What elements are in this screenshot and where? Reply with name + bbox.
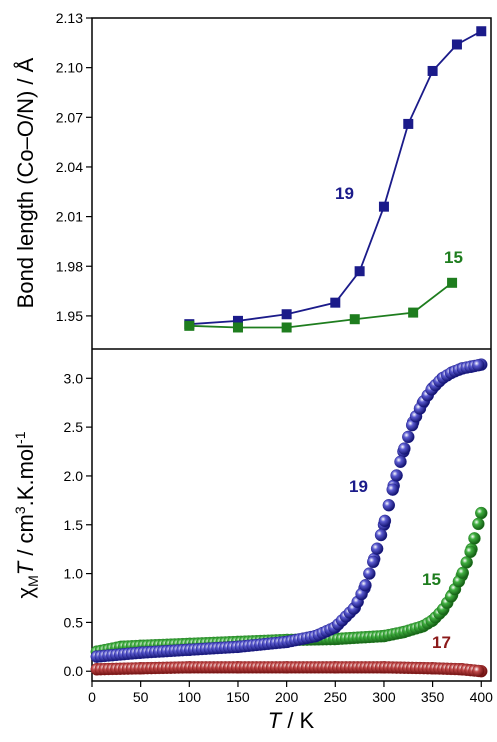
- top-y-tick-label-1: 1.98: [56, 258, 83, 274]
- x-tick-label-0: 0: [88, 689, 96, 705]
- x-tick-label-5: 250: [324, 689, 348, 705]
- ylabel-supneg: -1: [12, 431, 28, 444]
- top-point-19-4: [354, 266, 365, 277]
- bottom-series-17: [90, 661, 488, 678]
- top-series: [184, 26, 487, 333]
- ylabel-mid: / cm: [13, 514, 38, 562]
- bottom-marker-15: [460, 556, 473, 569]
- x-tick-label-4: 200: [275, 689, 299, 705]
- top-point-15-5: [447, 277, 458, 288]
- top-point-15-4: [408, 307, 419, 318]
- bottom-marker-19: [386, 483, 399, 496]
- top-axes: 1.95 1.98 2.01 2.04 2.07 2.10 2.13: [56, 10, 92, 324]
- ylabel-rest: .K.mol: [13, 444, 38, 506]
- bottom-y-tick-label-5: 2.5: [64, 419, 84, 435]
- bottom-marker-19: [378, 514, 392, 528]
- bottom-y-tick-label-3: 1.5: [64, 517, 84, 533]
- bottom-series-label-17: 17: [432, 633, 451, 652]
- ylabel-chi: χ: [13, 586, 38, 598]
- top-point-19-1: [232, 315, 243, 326]
- bottom-marker-19: [394, 455, 407, 468]
- top-y-tick-label-5: 2.10: [56, 60, 83, 76]
- top-point-15-2: [281, 322, 292, 333]
- x-tick-label-1: 50: [133, 689, 149, 705]
- top-y-tick-label-4: 2.07: [56, 109, 83, 125]
- bottom-marker-19: [402, 430, 415, 444]
- xlabel-unit: / K: [281, 708, 314, 733]
- bottom-y-tick-label-0: 0.0: [64, 663, 84, 679]
- bottom-marker-15: [456, 566, 469, 580]
- top-series-label-19: 19: [335, 184, 354, 203]
- bottom-series-19: [90, 358, 488, 663]
- bottom-series: [90, 358, 488, 678]
- bottom-marker-19: [472, 359, 485, 372]
- bottom-y-axis-label: χMT / cm3.K.mol-1: [12, 431, 41, 598]
- top-point-19-5: [378, 201, 389, 212]
- top-y-axis-label: Bond length (Co–O/N) / Å: [13, 57, 38, 308]
- top-point-19-6: [403, 118, 414, 129]
- top-point-15-0: [184, 320, 195, 331]
- ylabel-sub: M: [25, 575, 41, 587]
- bottom-marker-15: [468, 532, 481, 545]
- bottom-marker-17: [472, 664, 485, 678]
- x-tick-label-2: 100: [178, 689, 202, 705]
- top-series-label-15: 15: [444, 248, 463, 267]
- x-tick-label-3: 150: [226, 689, 250, 705]
- bottom-point-15-15: [475, 506, 488, 520]
- bottom-y-tick-label-1: 0.5: [64, 614, 84, 630]
- top-y-tick-label-3: 2.04: [56, 159, 83, 175]
- bottom-marker-19: [374, 528, 388, 542]
- bottom-series-label-19: 19: [349, 477, 368, 496]
- top-series-line-19: [189, 30, 482, 326]
- bottom-marker-19: [359, 579, 372, 592]
- x-axis-label: T / K: [268, 708, 315, 733]
- bottom-y-tick-label-4: 2.0: [64, 468, 84, 484]
- bottom-marker-19: [390, 469, 403, 482]
- top-point-19-3: [330, 297, 341, 308]
- bottom-marker-15: [472, 517, 485, 531]
- x-tick-label-6: 300: [372, 689, 396, 705]
- top-point-15-1: [232, 322, 243, 333]
- bottom-marker-19: [382, 499, 396, 512]
- top-y-tick-label-6: 2.13: [56, 10, 83, 26]
- bottom-series-label-15: 15: [422, 570, 441, 589]
- ylabel-T: T: [13, 560, 38, 575]
- top-series-line-15: [189, 282, 453, 329]
- bottom-marker-19: [370, 542, 384, 555]
- top-point-19-2: [281, 309, 292, 320]
- bottom-marker-19: [367, 555, 380, 569]
- bottom-y-tick-label-2: 1.0: [64, 566, 84, 582]
- top-point-15-3: [349, 314, 360, 325]
- bottom-marker-19: [398, 442, 411, 455]
- bottom-marker-15: [464, 545, 477, 559]
- top-point-19-9: [476, 26, 487, 37]
- ylabel-sup3: 3: [12, 506, 28, 514]
- x-tick-label-8: 400: [470, 689, 494, 705]
- top-y-tick-label-2: 2.01: [56, 209, 83, 225]
- top-point-19-7: [427, 65, 438, 76]
- bottom-y-tick-label-6: 3.0: [64, 370, 84, 386]
- top-point-19-8: [451, 39, 462, 50]
- x-tick-label-7: 350: [421, 689, 445, 705]
- bottom-marker-19: [363, 567, 376, 580]
- top-y-tick-label-0: 1.95: [56, 308, 83, 324]
- bottom-axes: 0.0 0.5 1.0 1.5 2.0 2.5 3.0 0 50 100 150 200 250 300 3…: [64, 370, 494, 705]
- xlabel-T: T: [268, 708, 283, 733]
